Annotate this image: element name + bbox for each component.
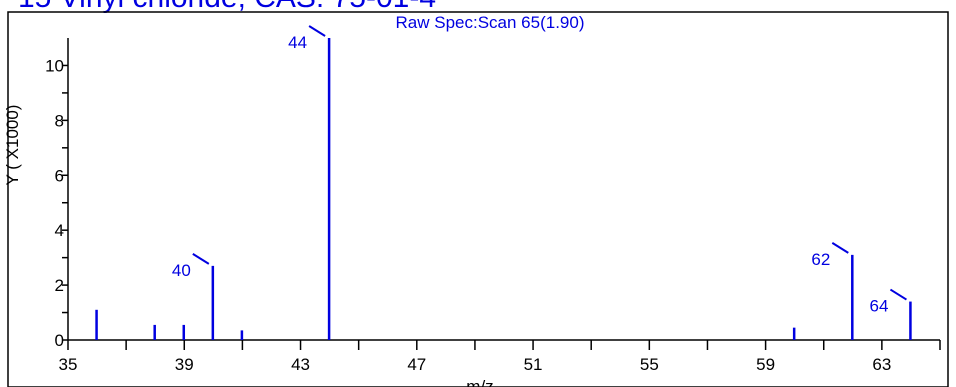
x-tick-label: 39 — [175, 355, 194, 374]
tick-marks: 35 39 43 47 51 55 59 63 0 2 4 6 8 10 — [45, 56, 941, 374]
peak-label: 62 — [811, 250, 830, 269]
x-tick-label: 59 — [756, 355, 775, 374]
y-tick-label: 6 — [55, 166, 64, 185]
x-tick-label: 51 — [524, 355, 543, 374]
chart-title: 15 Vinyl chloride; CAS: 75-01-4 — [18, 0, 436, 14]
chart-subtitle: Raw Spec:Scan 65(1.90) — [396, 13, 585, 32]
x-tick-label: 43 — [291, 355, 310, 374]
x-tick-label: 35 — [59, 355, 78, 374]
x-tick-label: 47 — [407, 355, 426, 374]
y-tick-label: 2 — [55, 276, 64, 295]
axes — [7, 11, 949, 387]
peak-leader-line — [192, 253, 210, 265]
y-axis-label: Y ( X1000) — [3, 105, 22, 186]
peak-label: 40 — [172, 261, 191, 280]
y-tick-label: 8 — [55, 111, 64, 130]
peak-labels: 40 44 62 64 — [172, 25, 907, 316]
peak-label: 44 — [288, 33, 307, 52]
y-tick-label: 0 — [55, 331, 64, 350]
peak-leader-line — [831, 242, 849, 254]
y-tick-label: 4 — [55, 221, 64, 240]
plot-frame — [7, 11, 949, 387]
peak-label: 64 — [870, 297, 889, 316]
x-tick-label: 55 — [640, 355, 659, 374]
y-tick-label: 10 — [45, 56, 64, 75]
peak-bars — [95, 38, 912, 340]
x-axis-label: m/z — [466, 377, 493, 387]
peak-leader-line — [889, 288, 907, 301]
x-tick-label: 63 — [872, 355, 891, 374]
peak-leader-line — [308, 25, 326, 37]
